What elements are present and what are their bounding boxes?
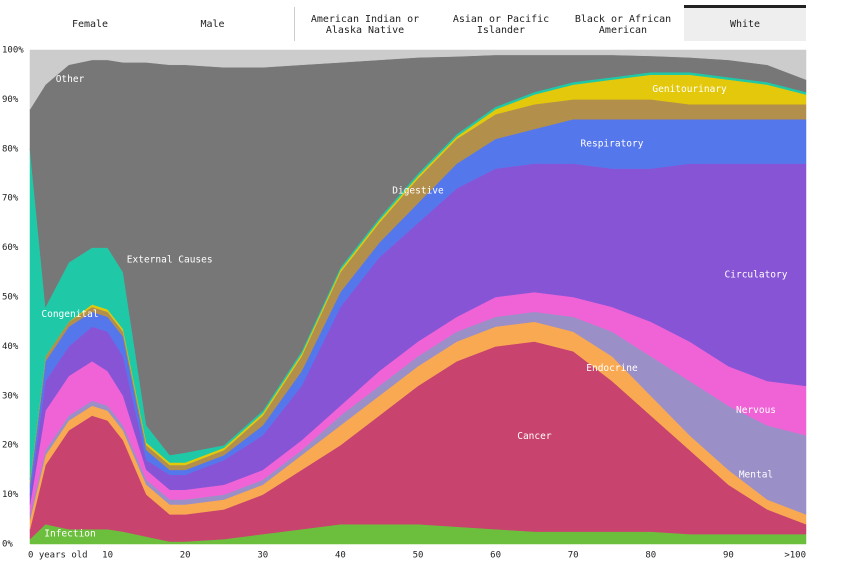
series-label: Mental <box>739 469 773 480</box>
y-tick-label: 40% <box>2 342 19 352</box>
series-label: Infection <box>44 529 95 540</box>
series-label: Respiratory <box>581 138 644 149</box>
y-tick-label: 10% <box>2 490 19 500</box>
x-tick-label: 50 <box>413 551 424 561</box>
filter-tab[interactable]: White <box>684 5 806 41</box>
area <box>29 49 807 111</box>
y-tick-label: 60% <box>2 243 19 253</box>
x-tick-label: 70 <box>568 551 579 561</box>
x-tick-label: 30 <box>257 551 268 561</box>
filter-bar: Female Male American Indian or Alaska Nati… <box>0 0 841 44</box>
x-tick-label: 60 <box>490 551 501 561</box>
series-label: Digestive <box>392 185 444 196</box>
series-label: External Causes <box>127 254 213 265</box>
series-label: Congenital <box>41 309 98 320</box>
x-tick-label: >100 <box>784 551 806 561</box>
y-tick-label: 70% <box>2 194 19 204</box>
series-label: Cancer <box>517 431 552 442</box>
x-tick-label: 80 <box>645 551 656 561</box>
series-label: Circulatory <box>725 269 788 280</box>
filter-tab[interactable]: Male <box>200 19 225 30</box>
series-label: Genitourinary <box>652 84 727 95</box>
filter-tab[interactable]: Black or African American <box>574 13 672 36</box>
y-tick-label: 100% <box>2 46 24 56</box>
series-label: Nervous <box>736 405 776 416</box>
x-tick-label: 90 <box>723 551 734 561</box>
x-tick-label: 0 years old <box>28 551 88 561</box>
y-tick-label: 80% <box>2 144 19 154</box>
filter-tab[interactable]: Asian or Pacific Islander <box>452 13 550 36</box>
x-tick-label: 20 <box>180 551 191 561</box>
y-tick-label: 30% <box>2 391 19 401</box>
series-label: Other <box>56 74 85 85</box>
x-tick-label: 10 <box>102 551 113 561</box>
filter-tab[interactable]: American Indian or Alaska Native <box>310 13 420 36</box>
y-tick-label: 20% <box>2 441 19 451</box>
x-tick-label: 40 <box>335 551 346 561</box>
y-tick-label: 90% <box>2 95 19 105</box>
series-label: Endocrine <box>586 363 638 374</box>
y-tick-label: 0% <box>2 540 13 550</box>
separator <box>294 7 295 41</box>
filter-tab[interactable]: Female <box>71 19 109 30</box>
y-tick-label: 50% <box>2 293 19 303</box>
